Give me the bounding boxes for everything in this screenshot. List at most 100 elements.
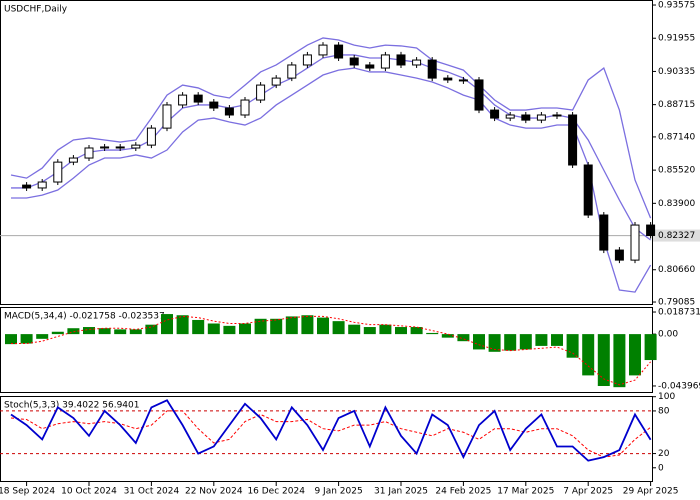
candle — [599, 214, 609, 251]
panel-frame — [0, 0, 653, 305]
candle — [614, 249, 624, 261]
y-tick-label: 0.80660 — [658, 265, 695, 275]
macd-bar — [285, 316, 298, 335]
candle — [412, 59, 422, 66]
candle — [474, 79, 484, 111]
macd-bar — [83, 327, 95, 335]
candle — [568, 114, 578, 166]
y-tick-label: 0.90335 — [658, 67, 695, 77]
macd-bar — [239, 323, 251, 335]
candle — [552, 114, 562, 117]
macd-bar — [301, 315, 314, 335]
macd-bar — [192, 319, 205, 335]
macd-bar — [566, 334, 579, 358]
candle — [53, 161, 63, 183]
macd-bar — [254, 318, 267, 335]
x-tick-label: 7 Apr 2025 — [563, 487, 613, 497]
macd-bar — [51, 331, 64, 335]
macd-bar — [176, 315, 189, 335]
y-tick-label: 0 — [658, 463, 664, 473]
macd-bar — [395, 327, 407, 335]
x-tick-label: 31 Oct 2024 — [124, 487, 180, 497]
macd-bar — [379, 324, 392, 335]
candle — [256, 84, 266, 101]
candle — [380, 54, 390, 69]
candle — [178, 94, 188, 106]
macd-bar — [551, 334, 563, 346]
bollinger-band — [11, 67, 652, 293]
y-tick-label: 0.87140 — [658, 132, 695, 142]
macd-bar — [5, 334, 17, 345]
y-tick-label: 0.91955 — [658, 34, 695, 44]
y-tick-label: 0.00 — [658, 330, 678, 340]
macd-bar — [332, 321, 345, 335]
y-tick-label: 100 — [658, 392, 675, 402]
candle — [583, 164, 593, 216]
macd-bar — [410, 327, 423, 335]
y-tick-label: 0.018731 — [658, 308, 700, 318]
macd-bar — [363, 327, 376, 335]
macd-bar — [597, 334, 610, 387]
candle — [115, 146, 125, 149]
panel-title: Stoch(5,3,3) 39.4022 56.9401 — [4, 401, 139, 411]
macd-bar — [426, 332, 439, 335]
macd-bar — [644, 334, 657, 361]
y-tick-label: 0.93575 — [658, 1, 695, 11]
candle — [84, 147, 94, 159]
candle — [646, 224, 656, 237]
candle — [209, 101, 219, 109]
current-price-box — [653, 229, 700, 242]
macd-bar — [488, 334, 501, 352]
x-tick-label: 22 Nov 2024 — [185, 487, 243, 497]
panel-title: USDCHF,Daily — [4, 5, 68, 15]
candle — [458, 79, 468, 82]
candle — [334, 44, 344, 59]
panel-frame — [0, 396, 653, 482]
x-tick-label: 16 Dec 2024 — [247, 487, 305, 497]
x-tick-label: 24 Feb 2025 — [435, 487, 491, 497]
candle — [271, 77, 281, 86]
macd-bar — [457, 334, 470, 342]
macd-bar — [504, 334, 517, 351]
candle — [521, 114, 531, 121]
candle — [396, 54, 406, 66]
macd-signal — [11, 315, 651, 386]
candle — [302, 54, 312, 66]
candle — [146, 127, 156, 146]
x-tick-label: 31 Jan 2025 — [374, 487, 428, 497]
candle — [349, 57, 359, 66]
current-price-label: 0.82327 — [658, 231, 695, 241]
macd-bar — [519, 334, 532, 350]
macd-bar — [67, 328, 80, 335]
macd-bar — [535, 334, 548, 346]
x-tick-label: 9 Jan 2025 — [314, 487, 362, 497]
y-tick-label: 0.85520 — [658, 166, 695, 176]
macd-bar — [98, 328, 111, 335]
stoch-main — [10, 399, 652, 462]
macd-bar — [145, 324, 158, 335]
candle — [224, 107, 234, 116]
x-tick-label: 17 Mar 2025 — [497, 487, 554, 497]
macd-bar — [114, 329, 127, 335]
y-tick-label: 20 — [658, 449, 670, 459]
candle — [318, 44, 328, 56]
macd-bar — [441, 334, 454, 338]
candle — [37, 181, 47, 189]
x-tick-label: 29 Apr 2025 — [623, 487, 679, 497]
candle — [68, 157, 78, 163]
macd-bar — [582, 334, 595, 376]
candle — [365, 64, 375, 69]
panel-title: MACD(5,34,4) -0.021758 -0.023537 — [4, 312, 165, 322]
candle — [505, 114, 515, 119]
bollinger-band — [10, 37, 652, 219]
candle — [443, 77, 453, 81]
macd-bar — [207, 323, 220, 335]
y-tick-label: 80 — [658, 406, 670, 416]
macd-bar — [36, 334, 49, 339]
candle — [162, 104, 172, 129]
candle — [22, 184, 32, 189]
candle — [193, 94, 203, 103]
macd-bar — [317, 317, 329, 335]
